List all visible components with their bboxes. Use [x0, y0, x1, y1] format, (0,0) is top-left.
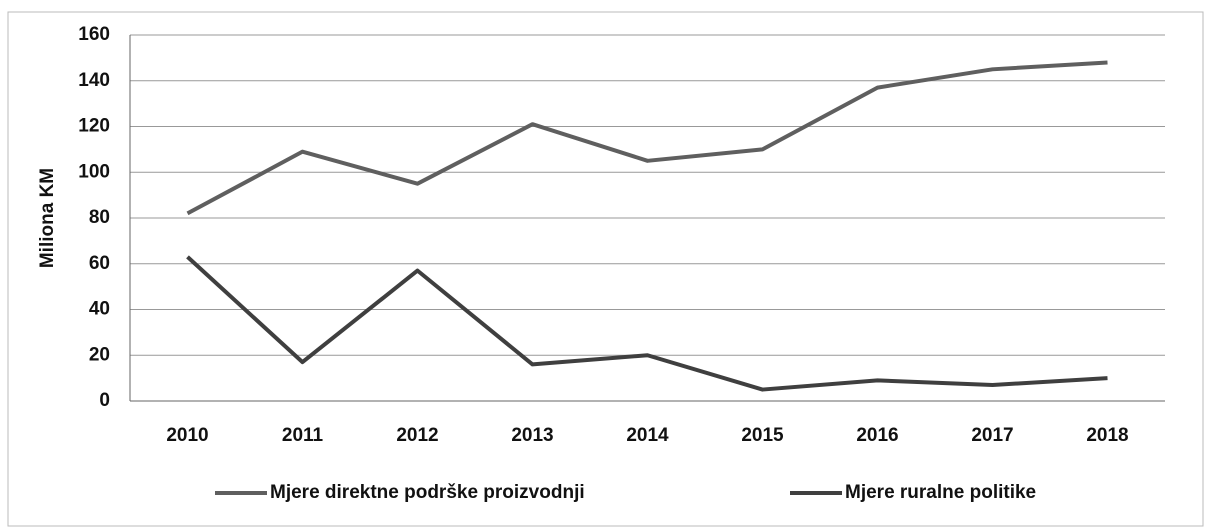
y-tick-label: 20	[89, 344, 110, 365]
legend-label: Mjere direktne podrške proizvodnji	[270, 482, 585, 503]
y-tick-label: 160	[78, 24, 110, 45]
x-tick-label: 2016	[856, 425, 898, 446]
chart-frame	[7, 11, 1204, 527]
x-tick-label: 2017	[971, 425, 1013, 446]
x-tick-label: 2015	[741, 425, 784, 446]
y-tick-label: 0	[99, 390, 110, 411]
y-tick-label: 80	[89, 207, 110, 228]
x-tick-label: 2018	[1086, 425, 1128, 446]
x-tick-label: 2013	[511, 425, 553, 446]
y-tick-label: 140	[78, 70, 110, 91]
x-tick-label: 2012	[396, 425, 438, 446]
legend-label: Mjere ruralne politike	[845, 482, 1036, 503]
series-line	[186, 60, 1108, 216]
x-tick-label: 2011	[282, 425, 324, 446]
y-tick-label: 40	[89, 299, 110, 320]
y-tick-label: 100	[78, 161, 110, 182]
x-tick-label: 2014	[626, 425, 669, 446]
series-line	[186, 255, 1108, 392]
y-tick-label: 60	[89, 253, 110, 274]
y-tick-label: 120	[78, 116, 110, 137]
x-tick-label: 2010	[166, 425, 208, 446]
y-axis-label: Miliona KM	[37, 168, 58, 268]
